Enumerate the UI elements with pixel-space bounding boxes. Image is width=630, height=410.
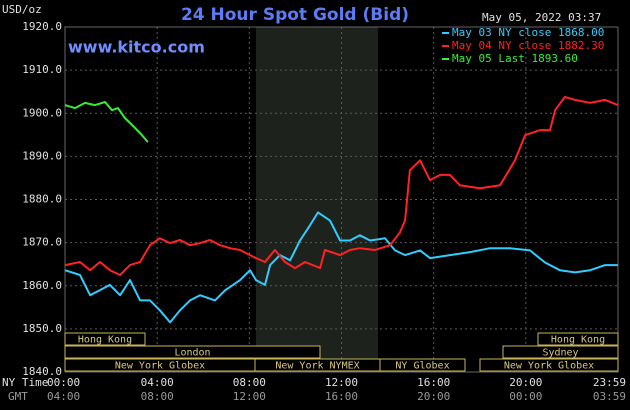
legend-label: May 03 NY close 1868.00 (452, 26, 604, 39)
y-tick-label: 1850.0 (22, 322, 62, 335)
session-label: New York NYMEX (275, 361, 359, 372)
timestamp: May 05, 2022 03:37 (482, 11, 601, 24)
x-tick-label: 23:59 (593, 376, 626, 389)
gmt-tick-label: 16:00 (325, 390, 358, 403)
gmt-tick-label: 12:00 (233, 390, 266, 403)
session-label: New York Globex (115, 361, 205, 372)
y-tick-label: 1880.0 (22, 193, 62, 206)
gmt-caption: GMT (8, 390, 28, 403)
y-tick-label: 1920.0 (22, 20, 62, 33)
plot: 1840.0 1850.0 1860.0 1870.0 1880.0 1890.0 1900… (22, 20, 626, 403)
session-label: NY Globex (395, 361, 449, 372)
plot-border (64, 26, 619, 373)
session-box (537, 332, 619, 346)
x-tick-label: 12:00 (325, 376, 358, 389)
y-tick-label: 1910.0 (22, 63, 62, 76)
gmt-tick-label: 20:00 (417, 390, 450, 403)
session-label: New York Globex (504, 361, 594, 372)
gmt-tick-label: 04:00 (47, 390, 80, 403)
y-tick-label: 1890.0 (22, 149, 62, 162)
y-tick-label: 1900.0 (22, 106, 62, 119)
session-box (64, 332, 146, 346)
x-tick-label: 20:00 (509, 376, 542, 389)
session-box (64, 345, 321, 359)
x-tick-label: 08:00 (233, 376, 266, 389)
session-label: London (174, 348, 210, 359)
y-tick-label: 1870.0 (22, 236, 62, 249)
session-label: Hong Kong (551, 335, 605, 346)
session-box (502, 345, 619, 359)
price-line (64, 95, 619, 276)
session-box (379, 358, 466, 372)
chart-title: 24 Hour Spot Gold (Bid) (181, 5, 409, 25)
x-tick-label: 00:00 (47, 376, 80, 389)
session-label: Hong Kong (78, 335, 132, 346)
gmt-tick-label: 03:59 (593, 390, 626, 403)
site-label: www.kitco.com (68, 38, 205, 57)
y-tick-label: 1860.0 (22, 279, 62, 292)
legend-label: May 05 Last 1893.60 (452, 52, 578, 65)
x-tick-label: 04:00 (141, 376, 174, 389)
unit-label: USD/oz (2, 3, 42, 16)
session-label: Sydney (542, 348, 578, 359)
session-box (479, 358, 619, 372)
price-line (64, 101, 149, 143)
ny-time-caption: NY Time (2, 376, 48, 389)
x-tick-label: 16:00 (417, 376, 450, 389)
gmt-tick-label: 00:00 (509, 390, 542, 403)
y-tick-label: 1840.0 (22, 365, 62, 378)
gmt-tick-label: 08:00 (141, 390, 174, 403)
legend-label: May 04 NY close 1882.30 (452, 39, 604, 52)
price-line (64, 211, 618, 324)
